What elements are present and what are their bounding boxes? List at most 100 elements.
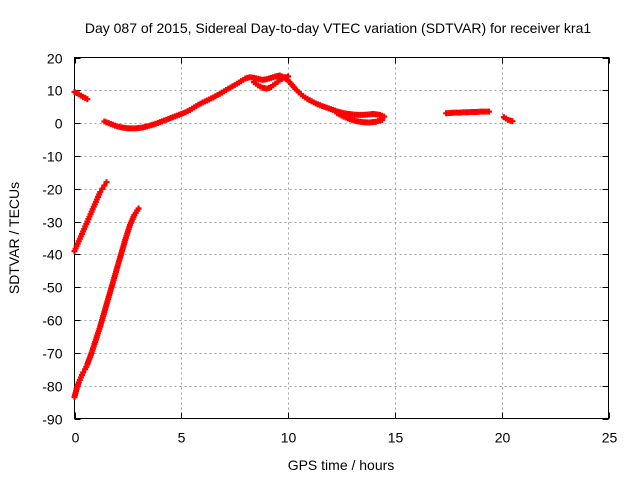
data-series — [250, 73, 292, 92]
data-point — [101, 182, 108, 189]
data-point-fill — [338, 112, 345, 119]
data-point-fill — [146, 122, 153, 129]
data-point-fill — [483, 108, 490, 115]
grid-lines — [74, 57, 609, 419]
data-point-fill — [167, 115, 174, 122]
data-series — [500, 114, 516, 125]
data-point-fill — [240, 76, 247, 83]
axis-ticks — [74, 57, 610, 420]
data-point-fill — [117, 251, 124, 258]
data-point-fill — [76, 376, 83, 383]
data-point-fill — [323, 104, 330, 111]
data-point-fill — [180, 110, 187, 117]
x-tick-label: 20 — [495, 430, 511, 446]
data-point-fill — [265, 84, 272, 91]
x-tick-label: 5 — [178, 430, 186, 446]
data-point-fill — [282, 74, 289, 81]
y-tick-label: -80 — [42, 379, 62, 395]
data-point-fill — [295, 89, 302, 96]
data-point-fill — [87, 351, 94, 358]
data-point-fill — [96, 325, 103, 332]
data-point-fill — [176, 111, 183, 118]
data-point — [509, 118, 516, 125]
y-tick-label: -60 — [42, 313, 62, 329]
data-point-fill — [270, 74, 277, 81]
data-point-fill — [317, 102, 324, 109]
data-point-fill — [304, 95, 311, 102]
data-point-fill — [103, 119, 110, 126]
data-point-fill — [374, 111, 381, 118]
data-point-fill — [93, 196, 100, 203]
data-point-fill — [105, 296, 112, 303]
data-point-fill — [81, 225, 88, 232]
data-point-fill — [184, 108, 191, 115]
y-tick-label: 0 — [55, 116, 63, 132]
data-point-fill — [100, 310, 107, 317]
data-point-fill — [300, 92, 307, 99]
y-tick-label: -10 — [42, 149, 62, 165]
y-tick-label: 20 — [47, 51, 63, 67]
data-point-fill — [107, 120, 114, 127]
data-point-fill — [292, 85, 299, 92]
data-point-fill — [83, 221, 90, 228]
data-point-fill — [270, 82, 277, 89]
data-point-fill — [96, 191, 103, 198]
data-point-fill — [72, 245, 79, 252]
data-point-fill — [87, 211, 94, 218]
data-point — [103, 179, 110, 186]
y-tick-label: -50 — [42, 280, 62, 296]
x-tick-label: 15 — [388, 430, 404, 446]
data-point-fill — [223, 86, 230, 93]
chart-title: Day 087 of 2015, Sidereal Day-to-day VTE… — [85, 20, 591, 36]
data-point-fill — [73, 388, 80, 395]
data-point-fill — [197, 100, 204, 107]
data-point-fill — [78, 230, 85, 237]
data-point-fill — [76, 235, 83, 242]
data-point-fill — [278, 76, 285, 83]
data-point-fill — [287, 80, 294, 87]
data-point-fill — [141, 123, 148, 130]
x-axis-label: GPS time / hours — [288, 457, 395, 473]
data-point-fill — [74, 240, 81, 247]
data-point-fill — [265, 75, 272, 82]
data-point-fill — [376, 117, 383, 124]
data-point-fill — [126, 224, 133, 231]
data-series — [71, 205, 142, 401]
y-tick-label: -30 — [42, 215, 62, 231]
x-tick-label: 10 — [281, 430, 297, 446]
data-point-fill — [159, 118, 166, 125]
x-tick-label: 0 — [72, 430, 80, 446]
y-axis-label: SDTVAR / TECUs — [6, 182, 22, 294]
data-point-fill — [85, 216, 92, 223]
data-point-fill — [113, 266, 120, 273]
data-point-fill — [112, 122, 119, 129]
data-point-fill — [344, 115, 351, 122]
data-point-fill — [130, 213, 137, 220]
data-point-fill — [188, 105, 195, 112]
data-point-fill — [75, 381, 82, 388]
data-point-fill — [92, 338, 99, 345]
y-tick-label: 10 — [47, 83, 63, 99]
y-tick-label: -70 — [42, 346, 62, 362]
data-point-fill — [216, 90, 223, 97]
data-point-fill — [150, 121, 157, 128]
data-point-fill — [171, 113, 178, 120]
data-series — [71, 179, 110, 255]
data-point-fill — [193, 103, 200, 110]
data-point-fill — [134, 207, 141, 214]
data-point-fill — [235, 79, 242, 86]
data-point-fill — [78, 372, 85, 379]
data-series — [443, 108, 492, 117]
data-point-fill — [122, 237, 129, 244]
data-point-fill — [229, 83, 236, 90]
data-point-fill — [210, 94, 217, 101]
y-tick-label: -40 — [42, 247, 62, 263]
data-point-fill — [83, 363, 90, 370]
data-point-fill — [89, 206, 96, 213]
y-tick-label: -20 — [42, 182, 62, 198]
x-tick-labels: 0 5 10 15 20 25 — [72, 430, 618, 446]
data-point-fill — [329, 106, 336, 113]
data-point-fill — [154, 119, 161, 126]
data-point-fill — [91, 201, 98, 208]
